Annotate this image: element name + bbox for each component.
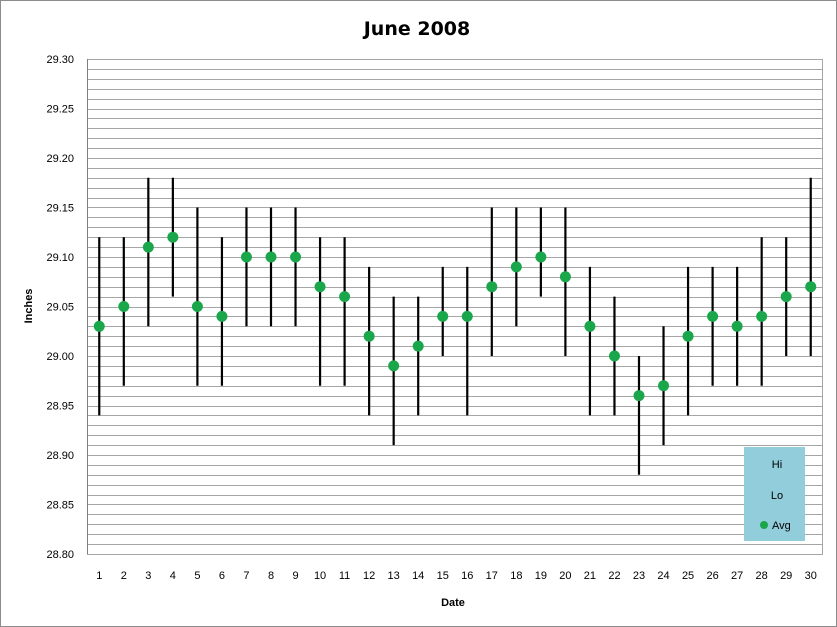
x-tick-label: 15 [437, 570, 449, 582]
avg-point [314, 281, 326, 293]
avg-point [805, 281, 817, 293]
y-tick-label: 29.20 [46, 153, 74, 165]
x-tick-label: 16 [461, 570, 473, 582]
x-tick-label: 14 [412, 570, 424, 582]
x-axis-ticks: 1 2 3 4 5 6 7 8 9 10 11 12 13 14 15 16 17 18 19 20 21 22 23 24 2… [96, 570, 817, 582]
x-tick-label: 22 [608, 570, 620, 582]
x-tick-label: 7 [243, 570, 249, 582]
y-tick-label: 29.00 [46, 351, 74, 363]
x-tick-label: 9 [292, 570, 298, 582]
avg-point [216, 310, 228, 322]
y-tick-label: 28.95 [46, 401, 74, 413]
x-tick-label: 4 [170, 570, 176, 582]
avg-point [584, 320, 596, 332]
avg-point [363, 330, 375, 342]
avg-point [412, 340, 424, 352]
avg-point [461, 310, 473, 322]
x-tick-label: 30 [805, 570, 817, 582]
legend: Hi Lo Avg [744, 447, 805, 541]
x-tick-label: 19 [535, 570, 547, 582]
avg-point [658, 380, 670, 392]
avg-point [437, 310, 449, 322]
avg-point [510, 261, 522, 273]
x-tick-label: 29 [780, 570, 792, 582]
y-tick-label: 29.05 [46, 302, 74, 314]
avg-point [608, 350, 620, 362]
x-tick-label: 1 [96, 570, 102, 582]
legend-item-hi: Hi [772, 459, 782, 471]
avg-point [167, 231, 179, 243]
x-tick-label: 21 [584, 570, 596, 582]
avg-point [486, 281, 498, 293]
x-tick-label: 10 [314, 570, 326, 582]
avg-point [290, 251, 302, 263]
legend-avg-marker [760, 521, 768, 529]
avg-point [559, 271, 571, 283]
grid-lines [87, 59, 823, 555]
legend-item-avg: Avg [772, 520, 791, 532]
x-tick-label: 12 [363, 570, 375, 582]
avg-point [707, 310, 719, 322]
x-tick-label: 2 [121, 570, 127, 582]
x-tick-label: 6 [219, 570, 225, 582]
legend-background [744, 447, 805, 541]
avg-point [142, 241, 154, 253]
x-tick-label: 3 [145, 570, 151, 582]
x-tick-label: 20 [559, 570, 571, 582]
y-tick-label: 29.30 [46, 54, 74, 66]
y-axis-title: Inches [23, 289, 35, 324]
y-tick-label: 28.85 [46, 500, 74, 512]
y-tick-label: 29.25 [46, 104, 74, 116]
x-tick-label: 13 [388, 570, 400, 582]
avg-point [339, 291, 351, 303]
x-axis-title: Date [441, 597, 465, 609]
avg-point [633, 390, 645, 402]
y-axis-ticks: 29.30 29.25 29.20 29.15 29.10 29.05 29.00 28.95… [46, 54, 74, 561]
avg-point [240, 251, 252, 263]
avg-point [388, 360, 400, 372]
avg-point [265, 251, 277, 263]
x-tick-label: 28 [756, 570, 768, 582]
avg-point [191, 301, 203, 312]
y-tick-label: 28.80 [46, 549, 74, 561]
x-tick-label: 26 [706, 570, 718, 582]
avg-point [118, 301, 130, 312]
x-tick-label: 24 [657, 570, 669, 582]
x-tick-label: 25 [682, 570, 694, 582]
y-tick-label: 28.90 [46, 450, 74, 462]
avg-point [756, 310, 768, 322]
legend-item-lo: Lo [771, 490, 783, 502]
series [93, 177, 817, 475]
chart-title: June 2008 [362, 18, 471, 40]
y-tick-label: 29.15 [46, 203, 74, 215]
x-tick-label: 17 [486, 570, 498, 582]
x-tick-label: 5 [194, 570, 200, 582]
avg-point [731, 320, 743, 332]
x-tick-label: 18 [510, 570, 522, 582]
avg-point [780, 291, 792, 303]
avg-point [93, 320, 105, 332]
x-tick-label: 23 [633, 570, 645, 582]
x-tick-label: 27 [731, 570, 743, 582]
y-tick-label: 29.10 [46, 252, 74, 264]
avg-point [682, 330, 694, 342]
x-tick-label: 11 [339, 570, 350, 582]
avg-point [535, 251, 547, 263]
x-tick-label: 8 [268, 570, 274, 582]
